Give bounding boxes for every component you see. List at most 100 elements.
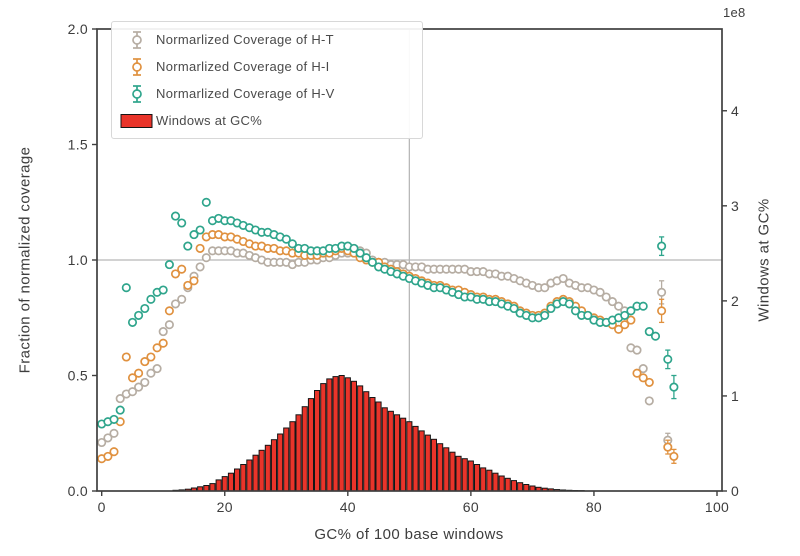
histogram-bar	[449, 451, 456, 492]
histogram-bar	[227, 472, 234, 492]
scatter-point	[177, 294, 187, 304]
y-right-tick-label: 4	[731, 103, 739, 119]
scatter-point	[638, 301, 648, 311]
scatter-point	[355, 248, 365, 258]
scatter-point	[164, 260, 174, 270]
histogram-bar	[258, 449, 265, 492]
histogram-bar	[264, 444, 271, 492]
histogram-bar	[480, 467, 487, 492]
scatter-point	[140, 377, 150, 387]
histogram-bar	[381, 407, 388, 492]
legend-errorbar	[132, 30, 142, 49]
scatter-point	[361, 253, 371, 263]
y-left-tick-label: 0.0	[68, 483, 88, 499]
legend-label: Windows at GC%	[156, 113, 263, 128]
scatter-point	[134, 310, 144, 320]
scatter-point	[146, 352, 156, 362]
histogram-bar	[498, 475, 505, 492]
histogram-bar	[301, 406, 308, 492]
scatter-point	[663, 354, 673, 364]
scatter-point	[152, 343, 162, 353]
histogram-windows-at-gc	[172, 375, 585, 492]
legend-label: Normarlized Coverage of H-T	[156, 32, 334, 47]
scatter-point	[570, 306, 581, 316]
legend-errorbar	[132, 57, 142, 76]
scatter-point	[158, 327, 168, 337]
scatter-point	[152, 364, 162, 374]
scatter-point	[103, 451, 113, 461]
scatter-point	[177, 218, 187, 228]
histogram-bar	[209, 483, 216, 492]
scatter-point	[183, 241, 193, 251]
y-left-tick-label: 2.0	[68, 21, 88, 37]
scatter-point	[663, 442, 673, 452]
x-tick-label: 20	[217, 499, 233, 515]
scatter-point	[109, 428, 119, 438]
axis-offset-text: 1e8	[723, 5, 746, 20]
scatter-point	[595, 287, 605, 297]
scatter-point	[644, 327, 654, 337]
scatter-point	[146, 294, 156, 304]
scatter-point	[134, 382, 144, 392]
legend-entry-hv: Normarlized Coverage of H-V	[118, 80, 416, 107]
scatter-point	[201, 253, 211, 263]
histogram-bar	[504, 477, 511, 492]
scatter-point	[121, 283, 131, 293]
histogram-bar	[320, 383, 327, 492]
histogram-bar	[338, 375, 345, 492]
scatter-point	[170, 211, 181, 221]
scatter-point	[115, 405, 125, 415]
errorbar-marker-glyph	[132, 30, 142, 49]
scatter-point	[170, 269, 181, 279]
scatter-point	[509, 303, 519, 314]
histogram-bar	[430, 438, 437, 492]
scatter-point	[620, 320, 630, 330]
errorbar-marker-icon	[118, 56, 156, 78]
scatter-point	[134, 368, 144, 378]
histogram-bar	[418, 430, 425, 492]
histogram-bar	[406, 421, 413, 492]
scatter-point	[146, 368, 156, 378]
scatter-point	[170, 299, 181, 309]
scatter-point	[558, 273, 568, 284]
scatter-point	[632, 345, 642, 355]
scatter-point	[164, 320, 174, 330]
y-right-tick-label: 3	[731, 198, 739, 214]
scatter-point	[349, 243, 359, 253]
histogram-bar	[437, 443, 444, 492]
histogram-bar	[455, 455, 462, 492]
scatter-point	[540, 310, 550, 320]
scatter-point	[644, 396, 654, 406]
scatter-point	[121, 352, 131, 362]
scatter-point	[614, 324, 624, 334]
histogram-bar	[332, 376, 339, 492]
scatter-point	[189, 230, 199, 240]
x-tick-label: 0	[98, 499, 106, 515]
errorbar-marker-icon	[118, 29, 156, 51]
scatter-point	[546, 303, 556, 314]
histogram-bar	[443, 447, 450, 492]
scatter-point	[195, 262, 205, 272]
scatter-point	[564, 299, 574, 309]
scatter-point	[626, 315, 636, 325]
histogram-bar	[215, 479, 222, 492]
scatter-point	[638, 373, 648, 383]
histogram-bar	[474, 464, 481, 492]
histogram-bar	[295, 414, 302, 492]
legend-entry-hi: Normarlized Coverage of H-I	[118, 53, 416, 80]
errorbar-marker-glyph	[132, 84, 142, 103]
y-left-tick-label: 1.5	[68, 137, 88, 153]
histogram-patch-icon	[118, 110, 156, 132]
histogram-bar	[510, 480, 517, 492]
scatter-point	[644, 377, 654, 387]
histogram-bar	[240, 464, 247, 492]
histogram-bar	[344, 377, 351, 492]
y-axis-label-right: Windows at GC%	[755, 198, 773, 322]
scatter-point	[127, 387, 138, 397]
x-axis-label: GC% of 100 base windows	[314, 526, 504, 543]
scatter-point	[626, 306, 636, 316]
histogram-bar	[400, 417, 407, 492]
histogram-bar	[486, 469, 493, 492]
histogram-bar	[277, 433, 284, 492]
